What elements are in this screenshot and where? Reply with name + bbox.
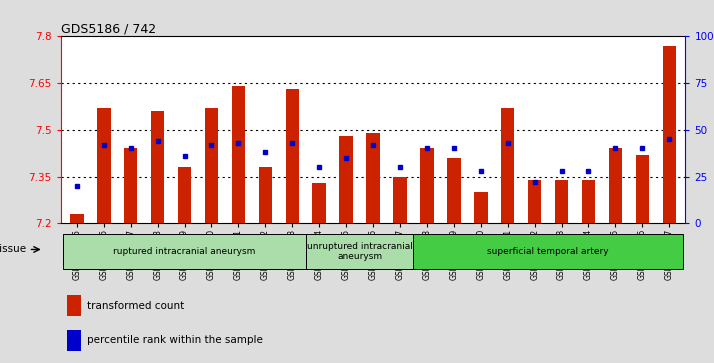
Text: ruptured intracranial aneurysm: ruptured intracranial aneurysm	[114, 247, 256, 256]
Text: GDS5186 / 742: GDS5186 / 742	[61, 22, 156, 35]
Bar	[231, 86, 245, 223]
Bar	[286, 89, 299, 223]
Bar	[151, 111, 164, 223]
Text: unruptured intracranial
aneurysm: unruptured intracranial aneurysm	[307, 242, 413, 261]
Bar	[501, 108, 515, 223]
Bar	[528, 180, 541, 223]
Bar	[67, 330, 81, 351]
Bar	[474, 192, 488, 223]
Bar	[124, 148, 137, 223]
Bar	[258, 167, 272, 223]
Bar	[339, 136, 353, 223]
Bar	[313, 183, 326, 223]
Bar	[663, 46, 676, 223]
Bar	[447, 158, 461, 223]
Bar	[205, 108, 218, 223]
Text: percentile rank within the sample: percentile rank within the sample	[87, 335, 263, 346]
Bar	[555, 180, 568, 223]
Bar	[178, 167, 191, 223]
FancyBboxPatch shape	[64, 234, 306, 269]
Bar	[582, 180, 595, 223]
Bar	[609, 148, 622, 223]
Text: superficial temporal artery: superficial temporal artery	[487, 247, 609, 256]
Bar	[67, 295, 81, 316]
Text: tissue: tissue	[0, 244, 27, 254]
FancyBboxPatch shape	[413, 234, 683, 269]
Text: transformed count: transformed count	[87, 301, 184, 311]
Bar	[97, 108, 111, 223]
Bar	[421, 148, 433, 223]
Bar	[70, 214, 84, 223]
Bar	[393, 176, 407, 223]
Bar	[635, 155, 649, 223]
FancyBboxPatch shape	[306, 234, 413, 269]
Bar	[366, 133, 380, 223]
